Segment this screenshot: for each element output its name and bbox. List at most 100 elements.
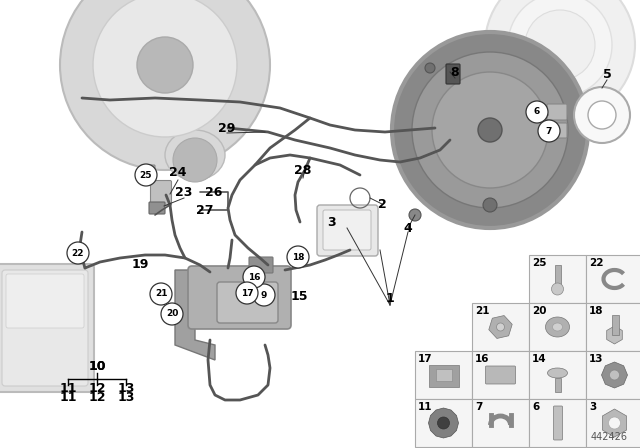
Bar xyxy=(472,351,529,399)
Text: 25: 25 xyxy=(140,171,152,180)
Text: 442426: 442426 xyxy=(591,432,628,442)
Bar xyxy=(415,351,472,399)
Text: 10: 10 xyxy=(88,359,106,372)
Bar xyxy=(415,399,472,447)
FancyBboxPatch shape xyxy=(547,104,567,120)
Text: 21: 21 xyxy=(155,289,167,298)
FancyBboxPatch shape xyxy=(150,181,172,206)
Text: 6: 6 xyxy=(534,108,540,116)
FancyBboxPatch shape xyxy=(6,274,84,328)
Text: 15: 15 xyxy=(291,289,308,302)
Text: 1: 1 xyxy=(386,292,394,305)
Circle shape xyxy=(483,198,497,212)
Text: 11: 11 xyxy=(418,402,433,412)
Text: 6: 6 xyxy=(532,402,540,412)
Circle shape xyxy=(236,282,258,304)
Text: 11: 11 xyxy=(60,383,77,396)
Text: 13: 13 xyxy=(117,383,134,396)
Circle shape xyxy=(93,0,237,137)
Bar xyxy=(472,303,529,351)
Text: 29: 29 xyxy=(218,121,236,134)
Circle shape xyxy=(425,63,435,73)
FancyBboxPatch shape xyxy=(549,123,567,138)
Bar xyxy=(435,369,451,381)
Text: 8: 8 xyxy=(451,66,460,79)
Circle shape xyxy=(478,118,502,142)
Text: 5: 5 xyxy=(603,69,611,82)
Text: 20: 20 xyxy=(166,310,178,319)
Text: 2: 2 xyxy=(378,198,387,211)
Text: 23: 23 xyxy=(175,185,193,198)
Text: 24: 24 xyxy=(169,167,187,180)
Circle shape xyxy=(609,417,621,429)
Circle shape xyxy=(243,266,265,288)
FancyBboxPatch shape xyxy=(317,205,378,256)
Text: 18: 18 xyxy=(292,253,304,262)
Text: 16: 16 xyxy=(475,354,490,364)
Text: 22: 22 xyxy=(72,249,84,258)
Circle shape xyxy=(508,0,612,97)
Bar xyxy=(586,399,640,447)
Circle shape xyxy=(609,370,620,380)
Text: 9: 9 xyxy=(261,290,267,300)
Text: 22: 22 xyxy=(589,258,604,268)
Text: 14: 14 xyxy=(532,354,547,364)
Circle shape xyxy=(60,0,270,170)
Circle shape xyxy=(525,10,595,80)
Text: 27: 27 xyxy=(196,203,214,216)
FancyBboxPatch shape xyxy=(217,282,278,323)
Circle shape xyxy=(485,0,635,120)
Circle shape xyxy=(409,209,421,221)
Text: 17: 17 xyxy=(418,354,433,364)
Ellipse shape xyxy=(545,317,570,337)
Bar xyxy=(529,303,586,351)
Text: 17: 17 xyxy=(241,289,253,297)
FancyBboxPatch shape xyxy=(2,270,88,386)
Ellipse shape xyxy=(547,368,568,378)
Circle shape xyxy=(161,303,183,325)
Circle shape xyxy=(150,283,172,305)
Text: 25: 25 xyxy=(532,258,547,268)
Circle shape xyxy=(137,37,193,93)
Circle shape xyxy=(497,323,504,331)
Text: 13: 13 xyxy=(117,391,134,404)
FancyBboxPatch shape xyxy=(141,165,155,182)
Text: 18: 18 xyxy=(589,306,604,316)
Ellipse shape xyxy=(165,130,225,180)
Bar xyxy=(586,351,640,399)
Text: 20: 20 xyxy=(532,306,547,316)
Circle shape xyxy=(253,284,275,306)
Bar xyxy=(554,265,561,285)
Bar xyxy=(586,255,640,303)
Text: 3: 3 xyxy=(328,215,336,228)
Circle shape xyxy=(574,87,630,143)
Text: 16: 16 xyxy=(248,272,260,281)
FancyBboxPatch shape xyxy=(446,64,460,84)
Text: 4: 4 xyxy=(404,221,412,234)
FancyBboxPatch shape xyxy=(323,210,371,250)
Text: 10: 10 xyxy=(88,359,106,372)
Ellipse shape xyxy=(552,323,563,331)
Circle shape xyxy=(67,242,89,264)
FancyBboxPatch shape xyxy=(249,257,273,273)
Circle shape xyxy=(538,120,560,142)
Text: 12: 12 xyxy=(88,383,106,396)
Circle shape xyxy=(588,101,616,129)
Circle shape xyxy=(438,417,449,429)
FancyBboxPatch shape xyxy=(486,366,515,384)
FancyBboxPatch shape xyxy=(554,406,563,440)
FancyBboxPatch shape xyxy=(188,266,291,329)
Bar xyxy=(586,303,640,351)
Text: 19: 19 xyxy=(131,258,148,271)
Text: 12: 12 xyxy=(88,391,106,404)
Circle shape xyxy=(432,72,548,188)
Circle shape xyxy=(173,138,217,182)
Bar xyxy=(529,399,586,447)
Text: 7: 7 xyxy=(475,402,483,412)
Circle shape xyxy=(287,246,309,268)
Text: 21: 21 xyxy=(475,306,490,316)
Text: 11: 11 xyxy=(60,391,77,404)
Circle shape xyxy=(135,164,157,186)
Text: 28: 28 xyxy=(294,164,312,177)
Polygon shape xyxy=(429,365,458,387)
